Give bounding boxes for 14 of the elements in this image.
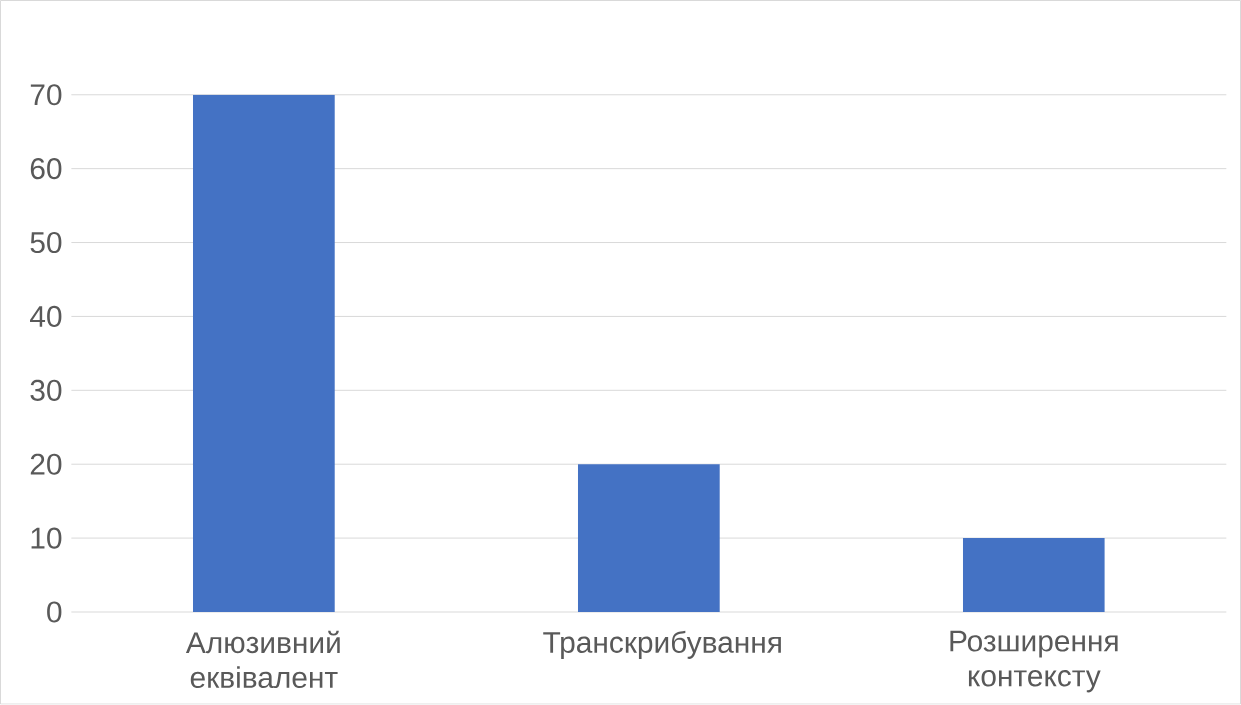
- y-tick-label: 50: [30, 232, 62, 254]
- y-tick-label: 10: [31, 527, 62, 549]
- x-tick-label: Розширення контексту: [950, 630, 1118, 693]
- y-tick-label: 0: [47, 601, 62, 623]
- x-tick-label: Алюзивний еквівалент: [185, 630, 340, 689]
- y-tick-label: 70: [30, 84, 62, 106]
- x-tick-label: Транскрибування: [543, 630, 781, 660]
- bar: [193, 94, 335, 613]
- y-tick-label: 40: [30, 306, 62, 328]
- y-tick-label: 30: [30, 379, 62, 402]
- y-tick-label: 60: [30, 158, 62, 180]
- bar: [577, 464, 720, 613]
- y-tick-label: 20: [30, 453, 62, 475]
- bar: [962, 538, 1105, 613]
